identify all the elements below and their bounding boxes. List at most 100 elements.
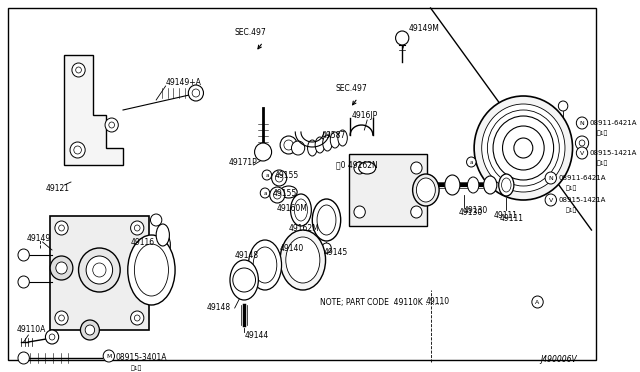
Circle shape xyxy=(55,221,68,235)
Circle shape xyxy=(18,276,29,288)
Text: 49110: 49110 xyxy=(426,298,450,307)
Text: 49149+A: 49149+A xyxy=(166,77,202,87)
Circle shape xyxy=(514,138,533,158)
Text: 08911-6421A: 08911-6421A xyxy=(558,175,606,181)
Text: a: a xyxy=(265,173,269,177)
Circle shape xyxy=(131,311,144,325)
Ellipse shape xyxy=(413,174,439,206)
Circle shape xyxy=(109,122,115,128)
Circle shape xyxy=(105,118,118,132)
Circle shape xyxy=(76,67,81,73)
FancyBboxPatch shape xyxy=(349,154,427,226)
Text: 49130: 49130 xyxy=(459,208,483,217)
Ellipse shape xyxy=(280,230,326,290)
Ellipse shape xyxy=(312,199,340,241)
Ellipse shape xyxy=(253,247,277,283)
Circle shape xyxy=(474,96,573,200)
Text: （1）: （1） xyxy=(597,160,609,166)
Circle shape xyxy=(532,296,543,308)
Text: 49160M: 49160M xyxy=(276,203,307,212)
Ellipse shape xyxy=(128,235,175,305)
Text: 49148: 49148 xyxy=(235,250,259,260)
Text: （1）: （1） xyxy=(597,130,609,136)
Ellipse shape xyxy=(417,178,435,202)
Text: SEC.497: SEC.497 xyxy=(235,28,266,36)
Text: V: V xyxy=(548,198,553,202)
Circle shape xyxy=(260,188,269,198)
Circle shape xyxy=(59,315,65,321)
Text: （1）: （1） xyxy=(566,207,577,213)
Text: 49149M: 49149M xyxy=(409,23,440,32)
Text: 49144: 49144 xyxy=(244,330,268,340)
Text: 49121: 49121 xyxy=(45,183,69,192)
Ellipse shape xyxy=(156,232,170,258)
Text: （1）: （1） xyxy=(131,365,142,371)
Text: ␶0 49162N: ␶0 49162N xyxy=(336,160,378,170)
Circle shape xyxy=(493,116,554,180)
Text: 49171P: 49171P xyxy=(229,157,258,167)
Circle shape xyxy=(134,315,140,321)
Text: 49155: 49155 xyxy=(275,170,299,180)
Text: NOTE; PART CODE  49110K ........: NOTE; PART CODE 49110K ........ xyxy=(320,298,444,307)
Circle shape xyxy=(577,117,588,129)
Text: 49149: 49149 xyxy=(26,234,51,243)
Circle shape xyxy=(188,85,204,101)
Circle shape xyxy=(192,89,200,97)
Circle shape xyxy=(575,136,589,150)
Text: 49111: 49111 xyxy=(494,211,518,219)
Circle shape xyxy=(45,330,59,344)
Ellipse shape xyxy=(484,176,497,194)
Circle shape xyxy=(93,263,106,277)
Text: 49587: 49587 xyxy=(322,131,346,140)
Ellipse shape xyxy=(445,175,460,195)
Circle shape xyxy=(545,194,556,206)
Text: （1）: （1） xyxy=(566,185,577,191)
Ellipse shape xyxy=(502,178,511,192)
Circle shape xyxy=(49,334,55,340)
Circle shape xyxy=(56,262,67,274)
Circle shape xyxy=(269,187,285,203)
Circle shape xyxy=(411,162,422,174)
Ellipse shape xyxy=(338,130,348,146)
Circle shape xyxy=(411,206,422,218)
Circle shape xyxy=(396,31,409,45)
Circle shape xyxy=(50,256,73,280)
Circle shape xyxy=(103,350,115,362)
Text: 08915-1421A: 08915-1421A xyxy=(589,150,637,156)
Circle shape xyxy=(74,146,81,154)
Ellipse shape xyxy=(286,237,320,283)
Polygon shape xyxy=(65,55,123,165)
Circle shape xyxy=(577,147,588,159)
Circle shape xyxy=(467,157,476,167)
Circle shape xyxy=(18,352,29,364)
Circle shape xyxy=(488,110,559,186)
Circle shape xyxy=(354,206,365,218)
Circle shape xyxy=(79,248,120,292)
Circle shape xyxy=(273,191,281,199)
Text: 49148: 49148 xyxy=(206,304,230,312)
Circle shape xyxy=(579,140,585,146)
Circle shape xyxy=(72,63,85,77)
Ellipse shape xyxy=(291,194,311,226)
Text: SEC.497: SEC.497 xyxy=(336,83,368,93)
Text: 4916JP: 4916JP xyxy=(352,110,378,119)
Circle shape xyxy=(85,325,95,335)
Circle shape xyxy=(70,142,85,158)
Ellipse shape xyxy=(134,244,168,296)
Ellipse shape xyxy=(158,236,168,254)
Text: M: M xyxy=(106,353,111,359)
Ellipse shape xyxy=(315,137,324,153)
Ellipse shape xyxy=(248,240,282,290)
Ellipse shape xyxy=(499,174,514,196)
Circle shape xyxy=(284,140,293,150)
Ellipse shape xyxy=(323,135,332,151)
Circle shape xyxy=(150,214,162,226)
Circle shape xyxy=(291,141,305,155)
Circle shape xyxy=(55,311,68,325)
Text: 08915-3401A: 08915-3401A xyxy=(115,353,167,362)
Ellipse shape xyxy=(317,205,336,235)
Text: 49162M: 49162M xyxy=(289,224,319,232)
FancyBboxPatch shape xyxy=(50,216,148,330)
Circle shape xyxy=(275,174,283,182)
Text: A: A xyxy=(536,299,540,305)
